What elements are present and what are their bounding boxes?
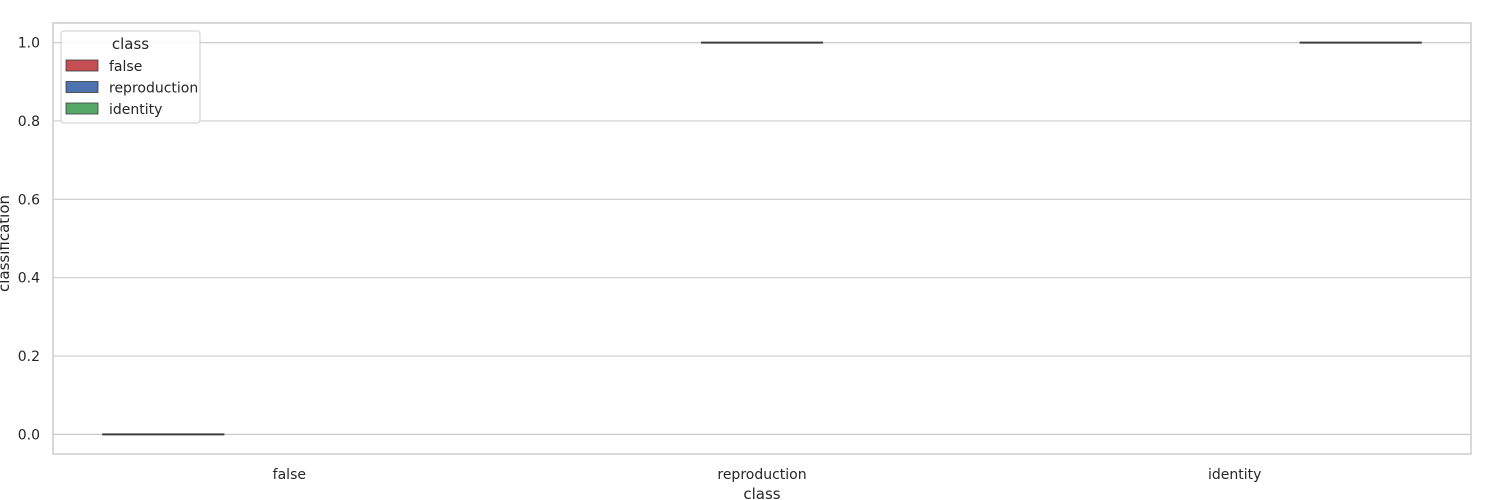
x-tick-label: reproduction [717, 467, 806, 483]
grid-lines [53, 41, 1471, 436]
legend-swatch-false [65, 59, 99, 72]
y-axis-label: classification [0, 195, 13, 292]
x-tick-label: identity [1208, 467, 1261, 483]
x-tick-label: false [273, 467, 306, 483]
y-tick-label: 0.0 [18, 427, 40, 443]
y-tick-label: 0.4 [18, 271, 40, 287]
y-tick-label: 0.8 [18, 114, 40, 130]
y-tick-label: 0.6 [18, 192, 40, 208]
legend-swatch-identity [65, 102, 99, 115]
legend-label-identity: identity [109, 102, 162, 118]
legend-label-false: false [109, 59, 142, 75]
legend-swatch-reproduction [65, 81, 99, 93]
x-tick-labels: false reproduction identity [273, 467, 1262, 483]
y-tick-labels: 0.0 0.2 0.4 0.6 0.8 1.0 [18, 36, 40, 444]
legend-label-reproduction: reproduction [109, 81, 198, 97]
data-marks [102, 41, 1422, 436]
x-axis-label: class [743, 485, 780, 500]
legend-title: class [112, 35, 149, 53]
y-tick-label: 0.2 [18, 349, 40, 365]
legend-box [60, 30, 201, 124]
plot-frame [52, 22, 1472, 455]
legend-entries: false reproduction identity [65, 59, 198, 118]
legend: class false reproduction identity [60, 30, 201, 124]
y-tick-label: 1.0 [18, 36, 40, 52]
